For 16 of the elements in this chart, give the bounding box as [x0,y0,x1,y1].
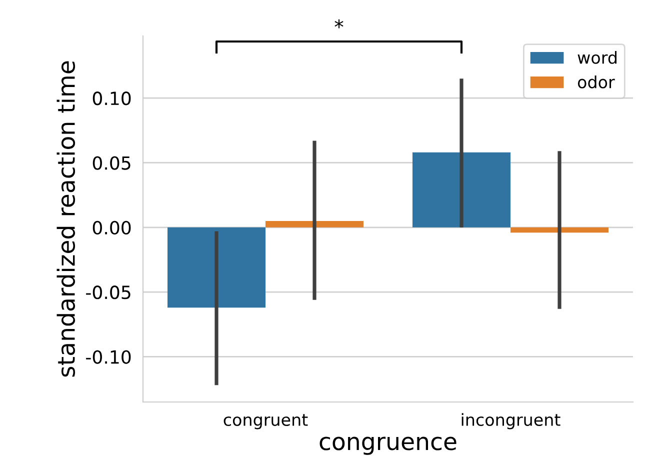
bar [266,220,364,228]
bar [168,227,266,308]
bar [412,152,510,228]
legend-label: odor [578,75,615,88]
y-tick-label: -0.10 [86,350,131,364]
bar [510,227,608,233]
y-tick-label: 0.05 [92,156,130,170]
y-tick-label: 0.10 [92,92,131,106]
y-tick-label: 0.00 [92,220,131,235]
y-axis-title: standardized reaction time [56,61,76,377]
legend-label: word [578,51,616,64]
x-tick-label: congruent [224,414,308,430]
x-axis-title: congruence [320,436,456,455]
text: * [334,19,344,28]
y-tick-label: -0.05 [86,286,130,300]
x-tick-label: incongruent [462,413,560,430]
